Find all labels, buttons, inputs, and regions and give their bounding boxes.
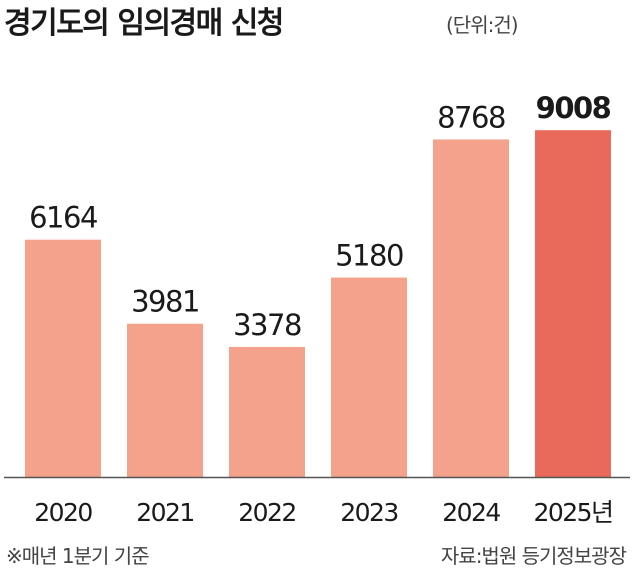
bar-1 bbox=[127, 323, 203, 477]
data-label-5: 9008 bbox=[536, 91, 611, 125]
x-tick-label-1: 2021 bbox=[136, 498, 194, 527]
bar-5 bbox=[535, 130, 611, 477]
x-tick-label-4: 2024 bbox=[442, 498, 500, 527]
x-tick-label-5: 2025년 bbox=[533, 498, 612, 527]
bar-2 bbox=[229, 346, 305, 477]
chart-title: 경기도의 임의경매 신청 bbox=[4, 6, 284, 41]
data-label-3: 5180 bbox=[335, 239, 403, 273]
data-label-4: 8768 bbox=[437, 100, 505, 134]
data-label-0: 6164 bbox=[29, 201, 97, 235]
bar-0 bbox=[25, 239, 101, 477]
x-tick-label-3: 2023 bbox=[340, 498, 398, 527]
x-tick-label-2: 2022 bbox=[238, 498, 296, 527]
unit-label: (단위:건) bbox=[446, 13, 519, 37]
data-label-1: 3981 bbox=[131, 285, 199, 319]
footnote: ※매년 1분기 기준 bbox=[6, 544, 150, 568]
bar-4 bbox=[433, 139, 509, 477]
data-label-2: 3378 bbox=[233, 308, 301, 342]
x-tick-label-0: 2020 bbox=[34, 498, 92, 527]
source-note: 자료:법원 등기정보광장 bbox=[440, 544, 627, 568]
bar-3 bbox=[331, 277, 407, 477]
